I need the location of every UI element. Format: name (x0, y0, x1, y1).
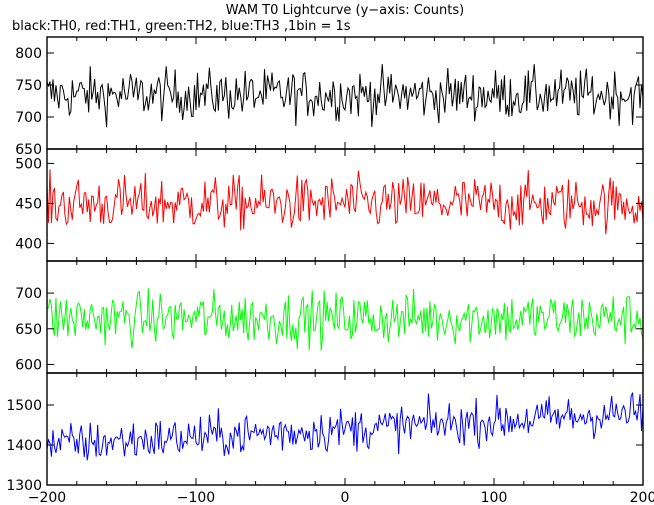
x-tick-label: 200 (630, 490, 654, 505)
y-tick-label: 400 (15, 236, 42, 252)
panel-th0: 650 700 750 800 (15, 36, 644, 158)
series-line-th3 (47, 392, 643, 461)
series-line-th1 (47, 169, 643, 235)
y-tick-label: 700 (15, 286, 42, 302)
y-tick-label: 650 (15, 322, 42, 338)
figure-title: WAM T0 Lightcurve (y−axis: Counts) (226, 3, 464, 18)
x-tick-label: −200 (28, 490, 66, 505)
panels: 650 700 750 800 400 450 500 600 650 700 1300 1400 15… (6, 36, 654, 505)
panel-th3: 1300 1400 1500 (6, 372, 644, 494)
y-tick-label: 600 (15, 357, 42, 373)
series-line-th2 (47, 288, 643, 351)
y-tick-label: 450 (15, 196, 42, 212)
figure-subtitle: black:TH0, red:TH1, green:TH2, blue:TH3 … (12, 19, 351, 34)
x-tick-label: 100 (481, 490, 508, 505)
y-tick-label: 1400 (6, 438, 42, 454)
y-tick-label: 650 (15, 142, 42, 158)
y-tick-label: 800 (15, 46, 42, 62)
panel-frame (46, 260, 644, 374)
x-tick-label: −100 (177, 490, 215, 505)
y-tick-label: 500 (15, 156, 42, 172)
x-tick-label: 0 (341, 490, 350, 505)
panel-th2: 600 650 700 (15, 260, 644, 374)
y-tick-label: 1500 (6, 398, 42, 414)
y-tick-label: 1300 (6, 478, 42, 494)
y-tick-label: 750 (15, 78, 42, 94)
y-tick-label: 700 (15, 110, 42, 126)
series-line-th0 (47, 64, 643, 128)
panel-th1: 400 450 500 (15, 148, 644, 262)
